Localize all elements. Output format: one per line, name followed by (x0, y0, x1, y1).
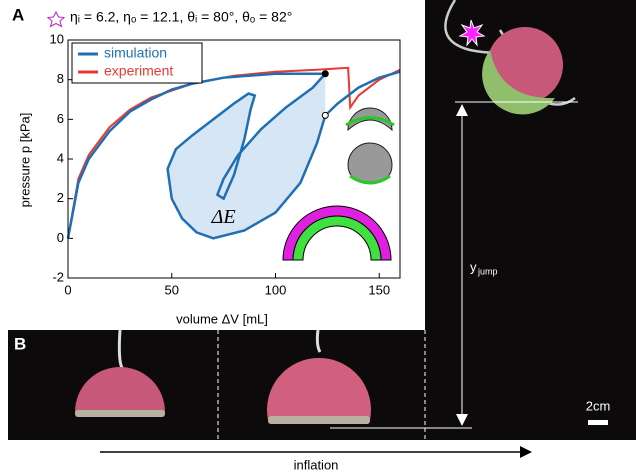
panel-label: A (12, 5, 24, 24)
base (75, 410, 165, 417)
jump-sub: jump (477, 266, 498, 276)
chart-title: ηᵢ = 6.2, ηₒ = 12.1, θᵢ = 80°, θₒ = 82° (70, 9, 292, 25)
y-tick-label: 8 (57, 71, 64, 86)
star-icon (48, 12, 64, 27)
y-tick-label: -2 (52, 269, 64, 284)
y-tick-label: 10 (50, 31, 64, 46)
panel-label: B (14, 334, 26, 353)
jump-label: y (470, 259, 477, 274)
marker (322, 71, 328, 77)
x-tick-label: 0 (64, 282, 71, 297)
annotation: ΔE (211, 206, 236, 228)
legend-label: simulation (104, 45, 167, 61)
x-tick-label: 100 (265, 282, 287, 297)
cap-icon (348, 143, 392, 182)
y-tick-label: 2 (57, 190, 64, 205)
x-tick-label: 50 (165, 282, 179, 297)
y-tick-label: 0 (57, 230, 64, 245)
figure: y jump 2cm inflation A B ηᵢ = 6.2, ηₒ = … (0, 0, 636, 474)
marker (322, 112, 328, 118)
arrow-head (520, 446, 532, 458)
inflation-label: inflation (294, 457, 339, 472)
scale-bar (588, 420, 608, 425)
y-tick-label: 6 (57, 111, 64, 126)
scale-label: 2cm (586, 398, 611, 413)
base (268, 416, 370, 424)
y-axis-label: pressure p [kPa] (17, 113, 32, 208)
y-tick-label: 4 (57, 150, 64, 165)
x-axis-label: volume ΔV [mL] (176, 311, 268, 326)
x-tick-label: 150 (368, 282, 390, 297)
legend-label: experiment (104, 63, 173, 79)
